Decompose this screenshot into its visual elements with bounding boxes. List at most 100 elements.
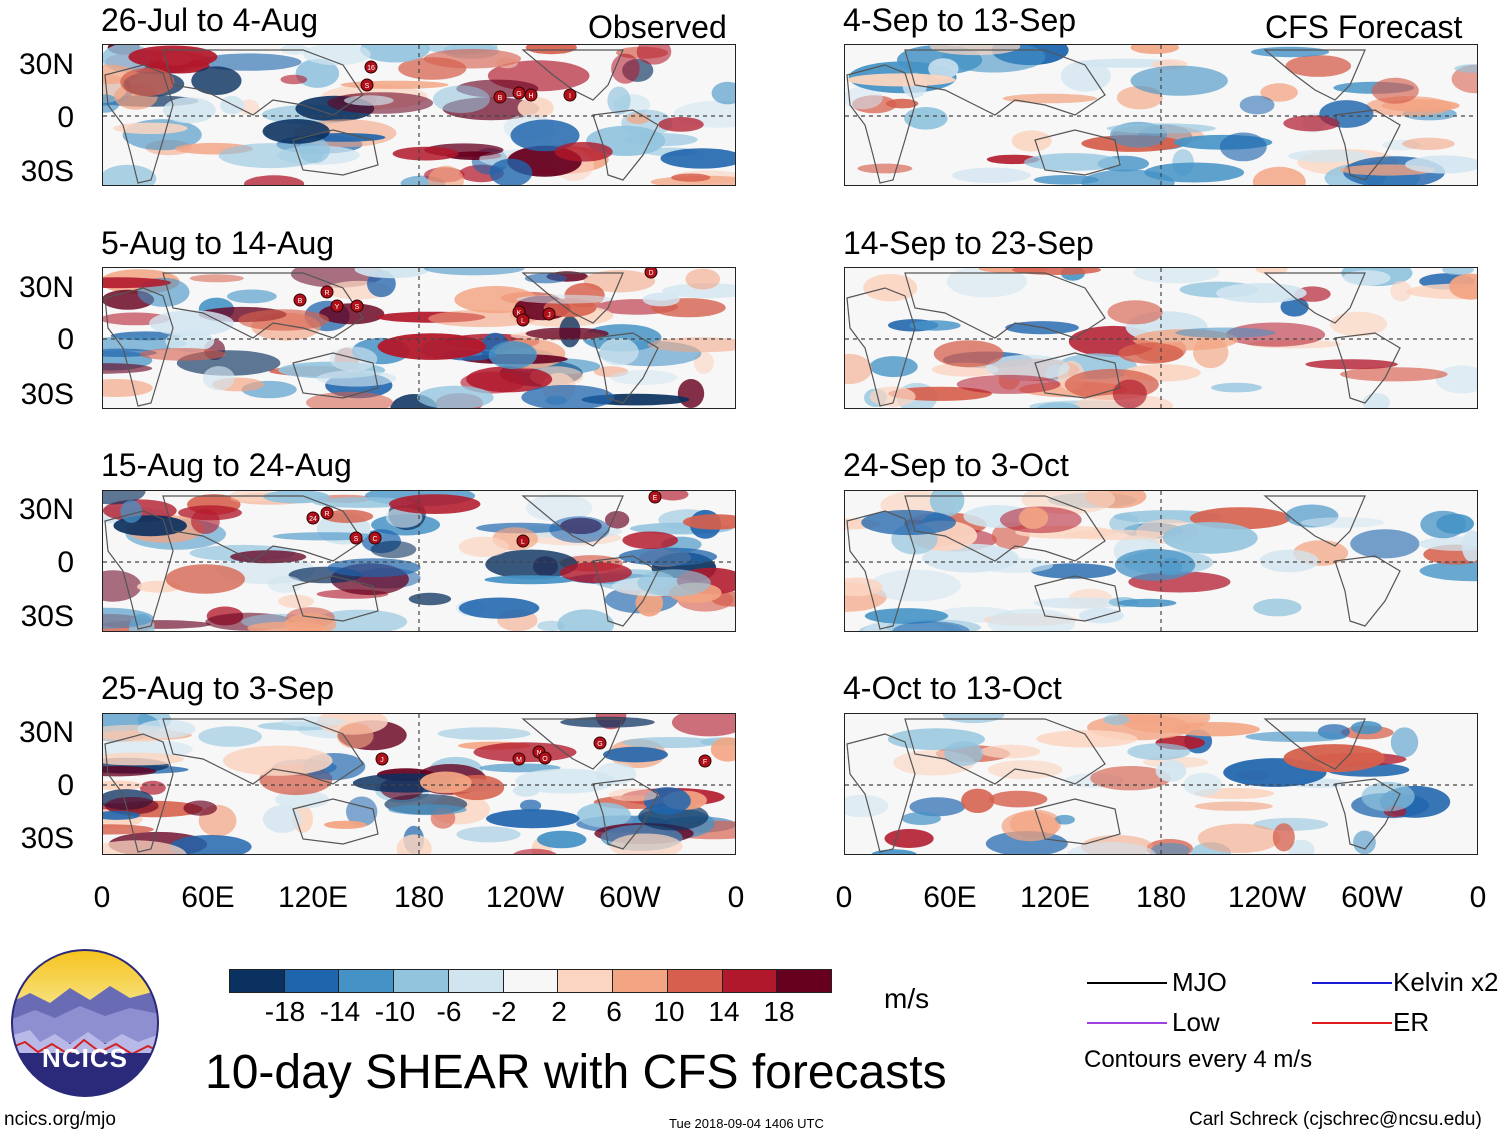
shear-blob-negative — [1211, 382, 1262, 393]
shear-blob-negative — [344, 95, 394, 106]
tropical-storm-marker: S — [360, 78, 374, 92]
shear-blob-negative — [327, 558, 421, 578]
lon-tick-120e: 120E — [277, 881, 349, 914]
shear-blob-positive — [857, 163, 913, 174]
shear-blob-positive — [513, 848, 557, 854]
shear-blob-negative — [660, 148, 735, 169]
shear-blob-negative — [928, 58, 959, 79]
tropical-storm-marker: M — [512, 752, 526, 766]
shear-blob-positive — [980, 744, 1041, 759]
storm-label: R — [324, 290, 329, 297]
footer-timestamp: Tue 2018-09-04 1406 UTC — [669, 1116, 824, 1131]
colorbar-box — [502, 970, 558, 992]
shear-blob-positive — [389, 494, 481, 514]
tropical-storm-marker: L — [516, 534, 530, 548]
tropical-storm-marker: B — [493, 90, 507, 104]
shear-blob-positive — [428, 309, 538, 328]
shear-blob-positive — [622, 531, 678, 550]
shear-blob-positive — [559, 562, 632, 584]
shear-blob-positive — [884, 829, 934, 848]
shear-blob-negative — [1066, 842, 1157, 854]
lon-tick-120w: 120W — [485, 881, 565, 914]
shear-blob-positive — [1001, 811, 1059, 842]
coastline — [162, 718, 364, 785]
coastline — [846, 510, 916, 630]
shear-map-fcst-1 — [844, 44, 1478, 186]
shear-blob-negative — [329, 346, 378, 372]
main-title: 10-day SHEAR with CFS forecasts — [205, 1046, 947, 1099]
tropical-storm-marker: S — [349, 531, 363, 545]
legend-label-kelvin: Kelvin x2 — [1393, 967, 1499, 997]
shear-blob-negative — [1442, 268, 1474, 275]
panel-title-fcst-2: 14-Sep to 23-Sep — [843, 225, 1094, 261]
shear-blob-negative — [1162, 522, 1258, 554]
shear-blob-positive — [1064, 529, 1165, 540]
shear-blob-positive — [677, 379, 705, 408]
shear-blob-negative — [267, 575, 303, 593]
tropical-storm-marker: C — [368, 531, 382, 545]
shear-field: J M NO G F — [103, 714, 735, 854]
coastline — [104, 64, 174, 184]
shear-blob-negative — [576, 802, 631, 828]
shear-blob-negative — [537, 620, 565, 631]
shear-blob-negative — [607, 86, 631, 115]
shear-blob-negative — [1454, 64, 1477, 73]
contour-note: Contours every 4 m/s — [1084, 1046, 1313, 1073]
shear-blob-positive — [423, 48, 522, 69]
coastline — [1334, 555, 1401, 627]
colorbar-label: 10 — [653, 996, 685, 1027]
shear-blob-positive — [337, 723, 374, 749]
shear-blob-negative — [845, 86, 883, 110]
shear-blob-positive — [222, 745, 333, 776]
shear-blob-positive — [230, 550, 307, 564]
shear-blob-positive — [869, 386, 916, 407]
storm-label: S — [355, 304, 360, 311]
storm-label: S — [365, 83, 370, 90]
shear-blob-positive — [1130, 45, 1179, 54]
colorbar-label: -2 — [491, 996, 517, 1027]
lon-tick-120w: 120W — [1227, 881, 1307, 914]
shear-blob-positive — [139, 780, 166, 795]
coastline — [1334, 332, 1401, 404]
tropical-storm-marker: G — [593, 736, 607, 750]
shear-blob-negative — [458, 597, 540, 619]
storm-label: E — [653, 495, 658, 502]
storm-label: S — [354, 536, 359, 543]
shear-blob-negative — [103, 607, 154, 629]
colorbar-box — [776, 970, 832, 992]
shear-blob-negative — [202, 366, 235, 391]
colorbar-box — [557, 970, 613, 992]
panel-title-fcst-3: 24-Sep to 3-Oct — [843, 447, 1069, 483]
shear-blob-negative — [191, 66, 242, 95]
lat-tick-0: 0 — [57, 101, 74, 134]
shear-blob-negative — [370, 540, 417, 559]
colorbar-box — [393, 970, 448, 992]
shear-blob-negative — [197, 53, 302, 71]
colorbar-box — [447, 970, 503, 992]
tropical-storm-marker: S — [350, 299, 364, 313]
shear-blob-positive — [525, 327, 609, 340]
shear-blob-positive — [392, 146, 459, 161]
lat-tick-30s: 30S — [20, 600, 74, 633]
shear-blob-negative — [312, 497, 413, 508]
shear-blob-positive — [322, 509, 374, 523]
lat-tick-30n: 30N — [18, 716, 74, 749]
shear-blob-negative — [360, 45, 430, 63]
shear-blob-positive — [1340, 367, 1448, 382]
lon-tick-0: 0 — [93, 881, 111, 914]
shear-blob-negative — [904, 107, 948, 130]
shear-blob-positive — [420, 771, 472, 794]
shear-blob-negative — [516, 294, 614, 304]
shear-blob-negative — [711, 81, 735, 105]
shear-blob-negative — [909, 320, 961, 331]
shear-blob-positive — [933, 340, 1004, 368]
shear-blob-negative — [618, 547, 718, 566]
storm-label: N — [536, 750, 541, 757]
shear-blob-negative — [642, 292, 680, 307]
shear-blob-positive — [139, 348, 226, 361]
shear-blob-positive — [989, 790, 1048, 808]
shear-blob-positive — [103, 363, 153, 374]
shear-blob-positive — [103, 277, 171, 289]
shear-blob-negative — [227, 289, 277, 304]
